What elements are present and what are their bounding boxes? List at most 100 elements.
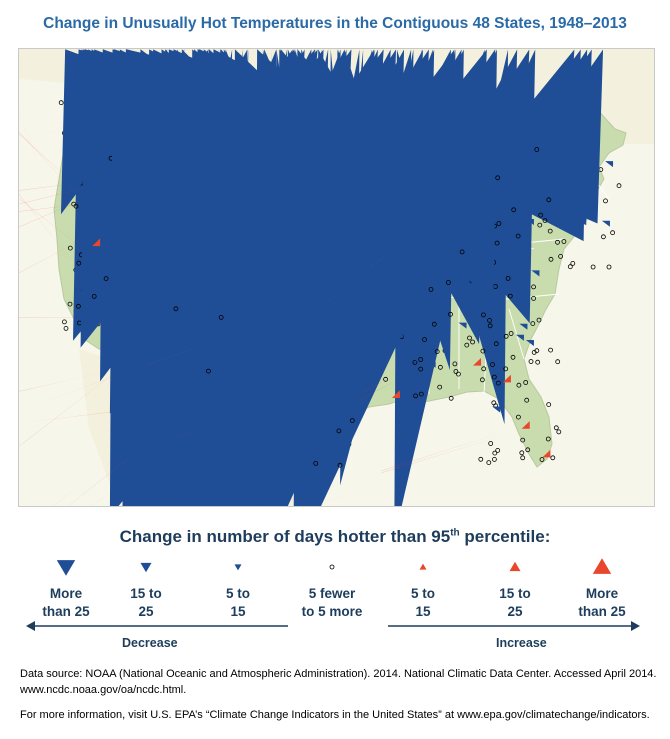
open-circle-marker — [495, 380, 501, 386]
open-circle-marker — [492, 450, 498, 456]
legend-symbol-up-triangle-large — [592, 558, 612, 574]
open-circle-marker — [313, 460, 319, 466]
legend-item-open-circle: 5 fewer to 5 more — [290, 553, 374, 621]
open-circle-marker — [73, 203, 79, 209]
legend-title: Change in number of days hotter than 95t… — [119, 527, 551, 546]
open-circle-marker — [494, 240, 500, 246]
open-circle-marker — [336, 428, 342, 434]
open-circle-marker — [422, 337, 427, 343]
open-circle-marker — [62, 319, 67, 325]
down-triangle-large-marker — [520, 232, 529, 239]
open-circle-marker — [448, 395, 454, 401]
down-triangle-large-marker — [458, 322, 467, 329]
legend-symbol-down-triangle-small — [234, 564, 242, 571]
open-circle-marker — [488, 441, 494, 446]
up-triangle-small-marker — [419, 563, 427, 570]
decrease-arrow — [26, 621, 288, 631]
open-circle-marker — [487, 317, 492, 323]
open-circle-marker — [349, 418, 355, 424]
legend-label: 15 to 25 — [499, 586, 531, 619]
legend-item-up-triangle-large: More than 25 — [560, 553, 644, 621]
open-circle-marker — [525, 447, 531, 453]
open-circle-marker — [515, 233, 521, 239]
open-circle-marker — [218, 314, 224, 320]
open-circle-marker — [601, 234, 606, 240]
increase-label: Increase — [496, 636, 547, 650]
station-markers — [19, 49, 622, 506]
down-triangle-large-marker — [427, 361, 436, 368]
open-circle-marker — [437, 384, 443, 390]
open-circle-marker — [486, 460, 492, 466]
down-triangle-large-marker — [601, 220, 610, 227]
open-circle-marker — [470, 339, 476, 345]
open-circle-marker — [455, 371, 461, 377]
open-circle-marker — [481, 366, 487, 372]
open-circle-marker — [495, 447, 501, 453]
open-circle-marker — [548, 256, 554, 262]
open-circle-marker — [523, 380, 529, 385]
open-circle-marker — [528, 359, 534, 364]
open-circle-marker — [530, 321, 536, 327]
open-circle-marker — [496, 221, 502, 226]
open-circle-marker — [515, 414, 521, 420]
open-circle-marker — [537, 222, 543, 228]
open-circle-marker — [520, 455, 526, 461]
open-circle-marker — [603, 198, 608, 204]
up-triangle-large-marker — [391, 390, 400, 399]
open-circle-marker — [413, 393, 419, 399]
open-circle-marker — [337, 462, 343, 468]
open-circle-marker — [91, 293, 97, 299]
data-source-note: Data source: NOAA (National Oceanic and … — [20, 668, 657, 696]
down-triangle-large-marker — [531, 270, 540, 277]
open-circle-marker — [437, 364, 443, 370]
legend-item-down-triangle-medium: 15 to 25 — [104, 553, 188, 621]
legend-symbol-up-triangle-small — [419, 563, 427, 570]
down-triangle-large-marker — [605, 161, 614, 168]
open-circle-marker — [519, 450, 525, 456]
legend-label: 5 fewer to 5 more — [301, 586, 363, 619]
open-circle-marker — [555, 239, 560, 245]
open-circle-marker — [493, 341, 499, 347]
open-circle-marker — [491, 400, 497, 406]
open-circle-marker — [67, 245, 73, 251]
open-circle-marker — [329, 564, 335, 570]
open-circle-marker — [491, 374, 497, 380]
open-circle-marker — [511, 207, 517, 213]
open-circle-marker — [531, 284, 536, 290]
down-triangle-small-marker — [334, 49, 414, 441]
open-circle-marker — [479, 377, 485, 383]
open-circle-marker — [546, 402, 552, 408]
open-circle-marker — [507, 293, 513, 299]
open-circle-marker — [464, 342, 470, 348]
open-circle-marker — [173, 306, 179, 312]
open-circle-marker — [76, 260, 82, 266]
open-circle-marker — [63, 325, 69, 331]
open-circle-marker — [459, 249, 465, 255]
down-triangle-small-marker — [116, 49, 324, 351]
open-circle-marker — [383, 376, 389, 382]
open-circle-marker — [58, 100, 64, 106]
open-circle-marker — [467, 335, 472, 341]
down-triangle-medium-marker — [216, 49, 451, 481]
legend-label: 15 to 25 — [130, 586, 162, 619]
open-circle-marker — [548, 347, 553, 353]
open-circle-marker — [503, 333, 509, 339]
open-circle-marker — [567, 264, 573, 270]
up-triangle-medium-marker — [19, 110, 75, 115]
us-map — [19, 49, 654, 506]
open-circle-marker — [558, 253, 563, 259]
down-triangle-small-marker — [234, 564, 242, 571]
open-circle-marker — [570, 260, 576, 266]
open-circle-marker — [508, 331, 514, 336]
open-circle-marker — [487, 323, 493, 329]
open-circle-marker — [616, 183, 622, 189]
open-circle-marker — [428, 286, 434, 292]
open-circle-marker — [550, 455, 556, 461]
down-triangle-large-marker — [492, 406, 501, 413]
open-circle-marker — [434, 349, 440, 355]
down-triangle-large-marker — [525, 340, 534, 347]
map-title: Change in Unusually Hot Temperatures in … — [43, 15, 627, 32]
open-circle-marker — [418, 357, 424, 362]
up-triangle-large-marker — [592, 558, 612, 574]
legend-label: 5 to 15 — [410, 586, 435, 619]
